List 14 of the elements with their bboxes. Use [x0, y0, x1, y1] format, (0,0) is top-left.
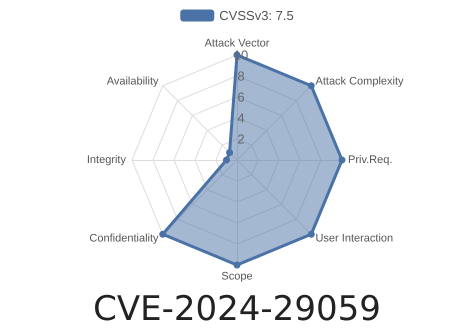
spoke-label: User Interaction [315, 232, 394, 244]
spoke-label: Attack Complexity [315, 76, 404, 88]
spoke-label: Confidentiality [89, 232, 160, 244]
spoke-label: Attack Vector [204, 38, 270, 50]
spoke-label: Integrity [86, 154, 126, 166]
y-tick-label: 6 [237, 90, 245, 104]
spoke-label: Priv.Req. [348, 154, 392, 166]
legend-label: CVSSv3: 7.5 [219, 8, 294, 23]
spoke-label: Availability [106, 76, 159, 88]
text: CVE-2024-29059 [93, 289, 381, 329]
y-tick-label: 8 [237, 68, 245, 84]
spoke-label: Scope [221, 270, 253, 282]
y-tick-label: 2 [237, 132, 245, 146]
y-tick-label: 4 [237, 110, 245, 126]
